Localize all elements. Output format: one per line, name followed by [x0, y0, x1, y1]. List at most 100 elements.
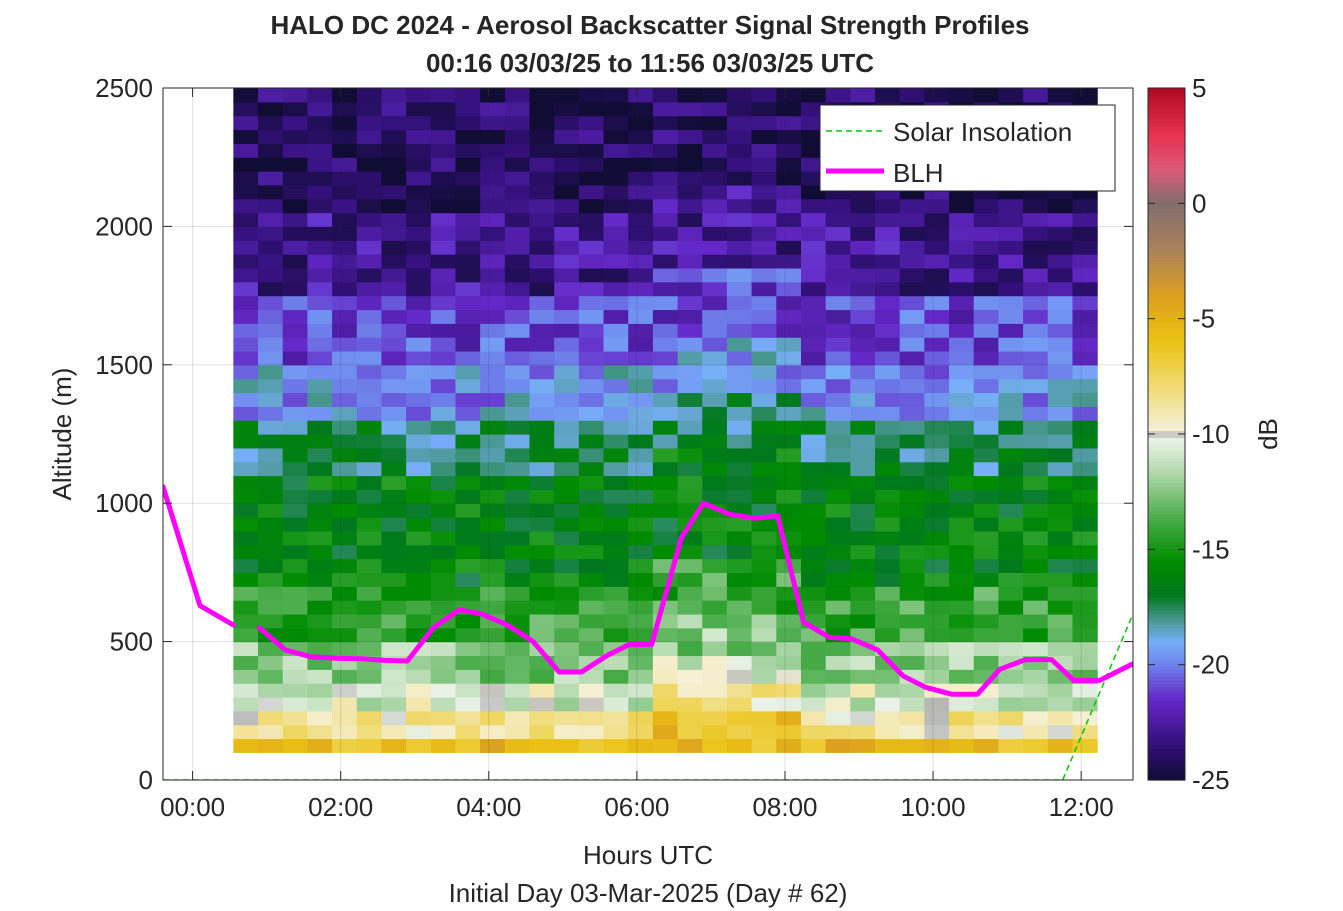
heatmap-cell — [875, 226, 901, 241]
heatmap-cell — [307, 641, 333, 657]
heatmap-cell — [949, 240, 975, 255]
heatmap-cell — [677, 544, 703, 560]
heatmap-cell — [430, 696, 457, 712]
heatmap-cell — [949, 212, 975, 227]
heatmap-cell — [628, 240, 654, 255]
heatmap-cell — [850, 295, 876, 311]
heatmap-cell — [603, 696, 629, 712]
heatmap-cell — [1047, 212, 1074, 227]
heatmap-cell — [480, 530, 506, 546]
heatmap-cell — [455, 655, 481, 670]
heatmap-cell — [973, 724, 1000, 740]
colorbar-segment — [1148, 582, 1185, 587]
heatmap-cell — [628, 683, 654, 698]
heatmap-cell — [825, 572, 851, 587]
heatmap-cell — [899, 267, 925, 283]
heatmap-cell — [554, 655, 580, 670]
heatmap-cell — [258, 226, 284, 241]
heatmap-cell — [504, 489, 531, 504]
heatmap-cell — [800, 295, 827, 311]
colorbar-segment — [1148, 593, 1185, 598]
heatmap-cell — [480, 392, 506, 407]
heatmap-cell — [258, 267, 284, 283]
heatmap-cell — [504, 475, 531, 490]
heatmap-cell — [1047, 420, 1074, 435]
colorbar-segment — [1148, 309, 1185, 314]
heatmap-cell — [282, 669, 308, 684]
heatmap-cell — [1023, 88, 1049, 103]
heatmap-cell — [381, 724, 407, 740]
heatmap-cell — [406, 295, 432, 311]
heatmap-cell — [480, 503, 506, 518]
heatmap-cell — [381, 517, 407, 532]
heatmap-cell — [307, 724, 333, 740]
heatmap-cell — [628, 392, 654, 407]
colorbar-segment — [1148, 634, 1185, 639]
heatmap-cell — [677, 184, 703, 200]
heatmap-cell — [258, 171, 284, 186]
heatmap-cell — [258, 364, 284, 380]
heatmap-cell — [307, 115, 333, 131]
heatmap-cell — [652, 696, 679, 712]
heatmap-cell — [949, 434, 975, 449]
heatmap-cell — [529, 364, 555, 380]
heatmap-cell — [924, 364, 950, 380]
heatmap-cell — [282, 157, 308, 172]
heatmap-cell — [677, 309, 703, 324]
heatmap-cell — [628, 198, 654, 214]
heatmap-cell — [554, 212, 580, 227]
heatmap-cell — [1072, 627, 1098, 643]
heatmap-cell — [578, 503, 605, 518]
heatmap-cell — [332, 738, 358, 753]
colorbar-segment — [1148, 136, 1185, 141]
heatmap-cell — [751, 267, 777, 283]
heatmap-cell — [677, 212, 703, 227]
heatmap-cell — [726, 392, 753, 407]
x-tick-label: 08:00 — [752, 792, 817, 822]
heatmap-cell — [1023, 558, 1049, 573]
heatmap-cell — [949, 517, 975, 532]
heatmap-cell — [924, 434, 950, 449]
heatmap-cell — [480, 115, 506, 131]
heatmap-cell — [356, 323, 383, 338]
heatmap-cell — [233, 323, 259, 338]
heatmap-cell — [751, 157, 777, 172]
heatmap-cell — [1072, 586, 1098, 601]
heatmap-cell — [924, 517, 950, 532]
heatmap-cell — [875, 267, 901, 283]
heatmap-cell — [603, 212, 629, 227]
heatmap-cell — [406, 434, 432, 449]
heatmap-cell — [628, 503, 654, 518]
heatmap-cell — [430, 434, 457, 449]
heatmap-cell — [800, 420, 827, 435]
heatmap-cell — [702, 378, 728, 394]
heatmap-cell — [751, 655, 777, 670]
heatmap-cell — [924, 475, 950, 490]
heatmap-cell — [430, 600, 457, 615]
heatmap-cell — [504, 641, 531, 657]
heatmap-cell — [998, 724, 1024, 740]
heatmap-cell — [307, 171, 333, 186]
heatmap-cell — [356, 115, 383, 131]
colorbar-segment — [1148, 236, 1185, 241]
colorbar-segment — [1148, 714, 1185, 719]
heatmap-cell — [652, 88, 679, 103]
heatmap-cell — [726, 420, 753, 435]
heatmap-cell — [529, 323, 555, 338]
heatmap-cell — [1072, 489, 1098, 504]
heatmap-cell — [307, 364, 333, 380]
heatmap-cell — [702, 129, 728, 144]
colorbar-segment — [1148, 395, 1185, 400]
heatmap-cell — [381, 489, 407, 504]
heatmap-cell — [233, 392, 259, 407]
heatmap-cell — [307, 696, 333, 712]
heatmap-cell — [949, 337, 975, 352]
heatmap-cell — [1023, 503, 1049, 518]
heatmap-cell — [233, 198, 259, 214]
heatmap-cell — [381, 710, 407, 726]
heatmap-cell — [751, 129, 777, 144]
heatmap-cell — [406, 586, 432, 601]
heatmap-cell — [406, 475, 432, 490]
heatmap-cell — [554, 88, 580, 103]
colorbar-segment — [1148, 624, 1185, 629]
